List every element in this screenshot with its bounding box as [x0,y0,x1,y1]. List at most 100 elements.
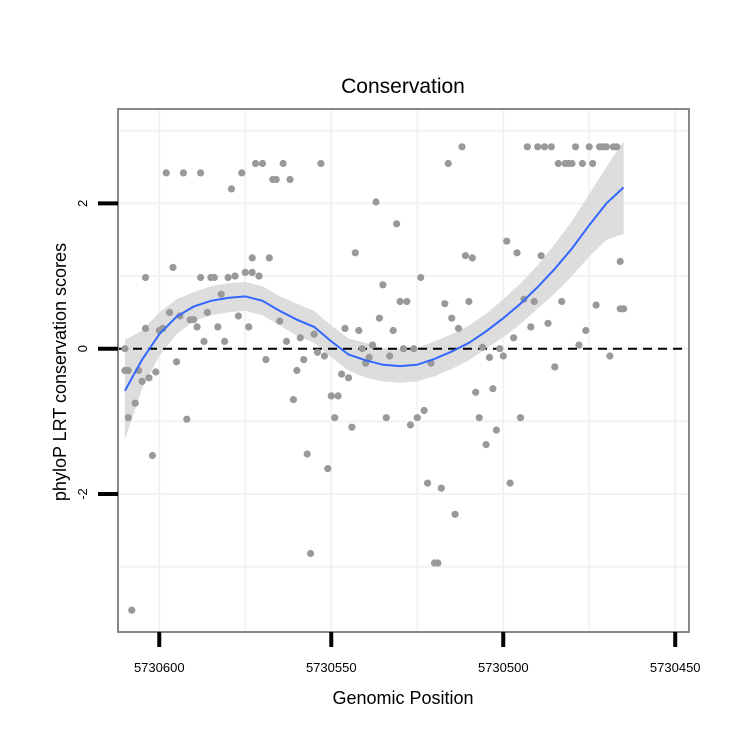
data-point [558,297,566,306]
data-point [382,414,390,422]
data-point [399,345,408,353]
data-point [148,451,156,460]
data-point [503,237,511,245]
data-point [506,479,514,487]
data-point [575,341,583,349]
data-point [606,352,614,360]
data-point [152,368,160,376]
data-point [293,366,301,375]
data-point [472,388,480,396]
data-point [300,356,308,364]
data-point [334,392,342,400]
data-point [166,308,174,316]
y-axis: -2 0 2 [75,200,118,500]
data-point [238,169,246,177]
data-point [468,254,476,262]
data-point [265,254,273,262]
data-point [444,159,452,168]
data-point [331,414,339,422]
data-point [420,406,428,415]
x-tick-label: 5730550 [306,660,357,675]
data-point [341,324,349,332]
data-point [540,143,549,151]
smooth-trend-line [124,186,625,392]
data-point [124,414,132,422]
data-point [613,143,621,151]
data-point [534,143,542,151]
data-point [592,301,600,309]
data-point [355,326,363,335]
data-point [276,317,284,325]
data-point [351,249,359,257]
data-point [248,268,256,276]
data-point [227,185,236,193]
data-point [372,198,380,206]
data-point [413,414,421,422]
data-point [358,345,366,353]
data-point [258,159,267,168]
data-point [458,143,466,151]
data-point [530,297,538,306]
data-point [344,374,353,382]
panel-border [117,108,690,633]
y-axis-label: phyloP LRT conservation scores [50,243,70,501]
data-point [375,314,383,322]
data-point [348,423,356,431]
data-point [393,220,401,228]
data-point [482,441,490,449]
data-point [389,326,397,335]
data-point [141,273,150,282]
data-point [489,385,497,393]
data-point [313,348,322,356]
data-point [221,337,229,345]
data-point [434,559,442,567]
data-point [492,426,500,434]
data-point [245,323,253,331]
data-point [386,352,394,360]
data-point [465,297,473,306]
data-point [475,414,483,422]
data-point [214,323,222,331]
data-point [461,252,469,260]
data-point [368,341,377,349]
data-point [585,143,593,151]
data-point [620,305,628,313]
data-point [537,252,545,260]
data-point [317,159,325,168]
x-axis: 5730600 5730550 5730500 5730450 [134,632,701,675]
data-point [441,300,449,308]
data-point [197,273,205,282]
data-point [496,345,504,353]
data-point [282,337,291,345]
y-tick-label: -2 [75,488,90,500]
data-point [200,337,208,345]
data-point [248,254,256,262]
data-points [121,143,628,614]
x-tick-label: 5730450 [650,660,701,675]
data-point [547,143,556,151]
data-point [499,352,507,360]
data-point [616,257,624,266]
data-point [324,465,332,473]
data-point [403,297,411,306]
confidence-band [124,141,624,440]
data-point [183,415,191,423]
data-point [217,290,225,298]
data-point [241,268,249,276]
data-point [128,606,136,614]
data-point [451,510,459,518]
data-point [544,319,552,327]
data-point [417,273,425,282]
data-point [424,479,432,487]
chart-title: Conservation [341,75,465,98]
data-point [509,334,518,342]
data-point [365,353,373,361]
data-point [210,273,218,282]
data-point [479,343,487,351]
data-point [513,249,521,257]
data-point [578,159,587,168]
data-point [338,370,346,378]
data-point [310,330,318,338]
data-point [234,312,242,320]
data-point [203,308,211,316]
